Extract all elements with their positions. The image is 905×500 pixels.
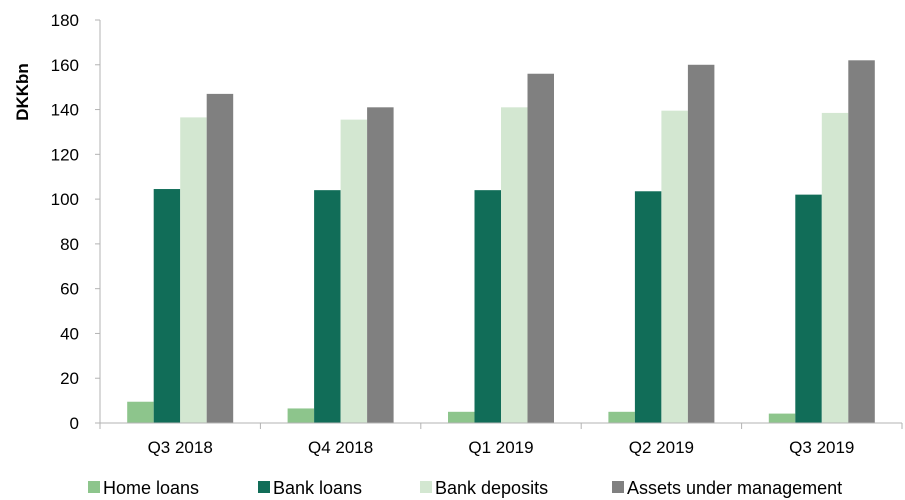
legend-label: Assets under management bbox=[627, 478, 842, 498]
plot-area bbox=[127, 60, 875, 424]
bar-bank-deposits bbox=[501, 107, 528, 424]
legend-swatch bbox=[258, 481, 270, 493]
bar-bank-loans bbox=[634, 191, 662, 423]
y-axis-title-group: DKKbn bbox=[13, 63, 32, 121]
y-tick-label: 60 bbox=[60, 280, 79, 299]
y-tick-label: 100 bbox=[51, 190, 79, 209]
bar-home-loans bbox=[768, 413, 796, 423]
bar-bank-deposits bbox=[340, 119, 368, 423]
y-axis-title: DKKbn bbox=[13, 63, 32, 121]
bar-bank-deposits bbox=[821, 112, 849, 424]
legend-swatch bbox=[88, 481, 100, 493]
y-tick-label: 140 bbox=[51, 101, 79, 120]
y-axis-ticks: 0 20 40 60 80 100 120 140 160 180 bbox=[51, 11, 79, 433]
bar-assets-under-management bbox=[206, 93, 234, 423]
x-tick-label: Q2 2019 bbox=[629, 438, 694, 457]
bar-home-loans bbox=[287, 408, 315, 423]
legend-label: Bank deposits bbox=[435, 478, 548, 498]
legend: Home loans Bank loans Bank deposits Assets … bbox=[88, 478, 842, 498]
bar-home-loans bbox=[448, 411, 475, 423]
bar-assets-under-management bbox=[848, 60, 875, 424]
bar-bank-loans bbox=[474, 190, 501, 423]
bar-bank-loans bbox=[314, 190, 341, 423]
y-tick-label: 180 bbox=[51, 11, 79, 30]
bar-bank-loans bbox=[153, 189, 181, 423]
x-tick-label: Q1 2019 bbox=[468, 438, 533, 457]
bar-home-loans bbox=[608, 411, 635, 423]
bar-assets-under-management bbox=[527, 73, 554, 423]
y-tick-label: 80 bbox=[60, 235, 79, 254]
bar-bank-deposits bbox=[180, 117, 207, 424]
x-tick-label: Q3 2019 bbox=[789, 438, 854, 457]
legend-swatch bbox=[612, 481, 624, 493]
legend-label: Home loans bbox=[103, 478, 199, 498]
y-tick-label: 120 bbox=[51, 145, 79, 164]
y-tick-label: 160 bbox=[51, 56, 79, 75]
legend-label: Bank loans bbox=[273, 478, 362, 498]
y-tick-label: 0 bbox=[70, 414, 79, 433]
legend-swatch bbox=[420, 481, 432, 493]
x-tick-label: Q4 2018 bbox=[308, 438, 373, 457]
bar-assets-under-management bbox=[687, 64, 715, 424]
x-tick-label: Q3 2018 bbox=[148, 438, 213, 457]
y-tick-label: 40 bbox=[60, 324, 79, 343]
bar-bank-deposits bbox=[661, 110, 688, 424]
x-axis-ticks: Q3 2018 Q4 2018 Q1 2019 Q2 2019 Q3 2019 bbox=[148, 438, 855, 457]
bar-home-loans bbox=[127, 401, 154, 423]
axes bbox=[95, 19, 903, 429]
bar-bank-loans bbox=[795, 194, 822, 423]
bar-assets-under-management bbox=[367, 107, 394, 424]
y-tick-label: 20 bbox=[60, 369, 79, 388]
